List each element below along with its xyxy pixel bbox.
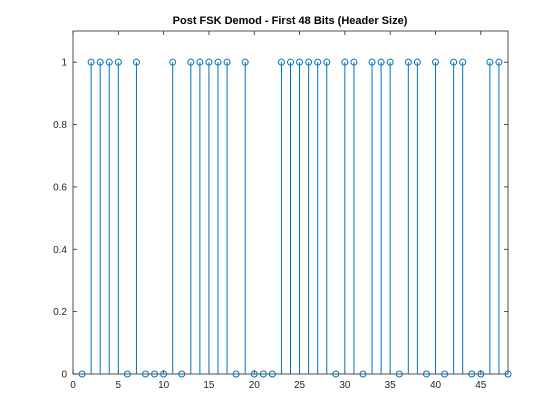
x-tick-label: 10 — [158, 380, 170, 391]
stem-marker — [386, 58, 394, 66]
stem-marker — [268, 370, 276, 378]
stem-marker — [323, 58, 331, 66]
plot-area: 0 5 10 15 20 25 30 35 40 45 0 0.2 0.4 0.6 0.8 1 — [53, 30, 512, 391]
stem-marker — [495, 58, 503, 66]
stem-marker — [296, 58, 304, 66]
stem-marker — [87, 58, 95, 66]
stem-marker — [241, 58, 249, 66]
x-tick-label: 5 — [116, 380, 122, 391]
stem-marker — [250, 370, 258, 378]
stem-marker — [432, 58, 439, 66]
stem-marker — [459, 58, 467, 66]
stem-marker — [151, 370, 159, 378]
stem-marker — [332, 370, 340, 378]
stem-marker — [205, 58, 213, 66]
y-tick-label: 0 — [61, 370, 67, 381]
stem-marker — [486, 58, 494, 66]
stem-marker — [477, 370, 485, 378]
stem-marker — [114, 58, 122, 66]
y-tick-label: 0.8 — [53, 120, 67, 131]
stem-marker — [142, 370, 149, 378]
stem-marker — [450, 58, 458, 66]
x-tick-label: 40 — [430, 380, 442, 391]
y-tick-label: 1 — [61, 58, 67, 69]
stem-marker — [504, 370, 512, 378]
y-tick-label: 0.4 — [53, 245, 67, 256]
stem-marker — [196, 58, 204, 66]
stem-marker — [287, 58, 294, 66]
x-tick-label: 15 — [203, 380, 215, 391]
y-tick-label: 0.6 — [53, 182, 67, 193]
stem-marker — [441, 370, 449, 378]
stem-marker — [377, 58, 385, 66]
stem-marker — [277, 58, 285, 66]
stem-marker — [78, 370, 86, 378]
stem-marker — [96, 58, 104, 66]
stem-marker — [422, 370, 430, 378]
x-tick-label: 30 — [339, 380, 351, 391]
x-tick-label: 25 — [294, 380, 306, 391]
stem-marker — [232, 370, 240, 378]
stem-marker — [160, 370, 168, 378]
stem-marker — [105, 58, 113, 66]
stem-marker — [187, 58, 195, 66]
x-tick-label: 20 — [249, 380, 261, 391]
stem-marker — [413, 58, 421, 66]
stem-marker — [123, 370, 131, 378]
x-tick-label: 45 — [475, 380, 487, 391]
stem-marker — [214, 58, 222, 66]
stem-marker — [223, 58, 231, 66]
y-tick-label: 0.2 — [53, 307, 67, 318]
stem-marker — [368, 58, 376, 66]
stem-marker — [259, 370, 267, 378]
stem-marker — [404, 58, 412, 66]
x-tick-label: 35 — [385, 380, 397, 391]
chart-title: Post FSK Demod - First 48 Bits (Header S… — [173, 15, 408, 27]
stem-marker — [178, 370, 186, 378]
stem-marker — [305, 58, 313, 66]
stem-marker — [468, 370, 476, 378]
stem-marker — [169, 58, 177, 66]
stem-marker — [341, 58, 349, 66]
stem-marker — [350, 58, 358, 66]
stem-marker — [132, 58, 140, 66]
stem-marker — [395, 370, 403, 378]
stem-marker — [359, 370, 367, 378]
x-tick-label: 0 — [70, 380, 76, 391]
stem-marker — [314, 58, 322, 66]
